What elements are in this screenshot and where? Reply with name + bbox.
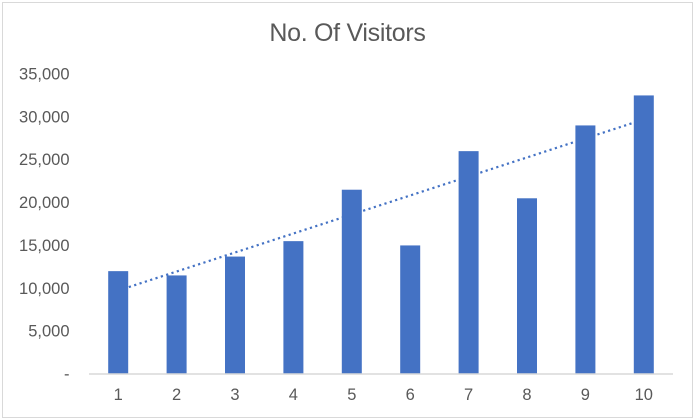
bar-7[interactable] (458, 151, 479, 374)
y-tick-label-15000: 15,000 (19, 237, 69, 255)
x-tick-label-5: 5 (347, 386, 356, 404)
x-tick-label-6: 6 (406, 386, 415, 404)
bar-1[interactable] (108, 271, 129, 374)
x-tick-label-10: 10 (635, 386, 653, 404)
x-tick-label-4: 4 (289, 386, 298, 404)
y-tick-label-0: - (64, 366, 70, 384)
bar-10[interactable] (633, 95, 654, 374)
x-tick-label-2: 2 (172, 386, 181, 404)
y-axis-labels: - 5,000 10,000 15,000 20,000 25,000 30,000 35,0… (19, 66, 69, 384)
chart-title: No. Of Visitors (269, 19, 426, 47)
bar-4[interactable] (283, 241, 304, 374)
y-tick-label-10000: 10,000 (19, 280, 69, 298)
trendline-layer (117, 118, 645, 292)
y-tick-label-35000: 35,000 (19, 66, 69, 84)
x-tick-label-8: 8 (522, 386, 531, 404)
bar-2[interactable] (166, 275, 187, 374)
bar-3[interactable] (225, 256, 245, 374)
bar-6[interactable] (400, 245, 421, 374)
bar-9[interactable] (575, 125, 596, 374)
y-tick-label-30000: 30,000 (19, 108, 69, 126)
bars-layer (108, 95, 654, 374)
x-tick-label-7: 7 (464, 386, 473, 404)
bar-8[interactable] (517, 198, 537, 374)
trendline (117, 118, 645, 292)
x-axis-labels: 1 2 3 4 5 6 7 8 9 10 (114, 386, 653, 404)
y-tick-label-25000: 25,000 (19, 151, 69, 169)
x-tick-label-1: 1 (114, 386, 123, 404)
y-tick-label-5000: 5,000 (28, 323, 69, 341)
x-tick-label-9: 9 (581, 386, 590, 404)
y-tick-label-20000: 20,000 (19, 194, 69, 212)
x-tick-label-3: 3 (230, 386, 239, 404)
bar-5[interactable] (341, 189, 362, 374)
